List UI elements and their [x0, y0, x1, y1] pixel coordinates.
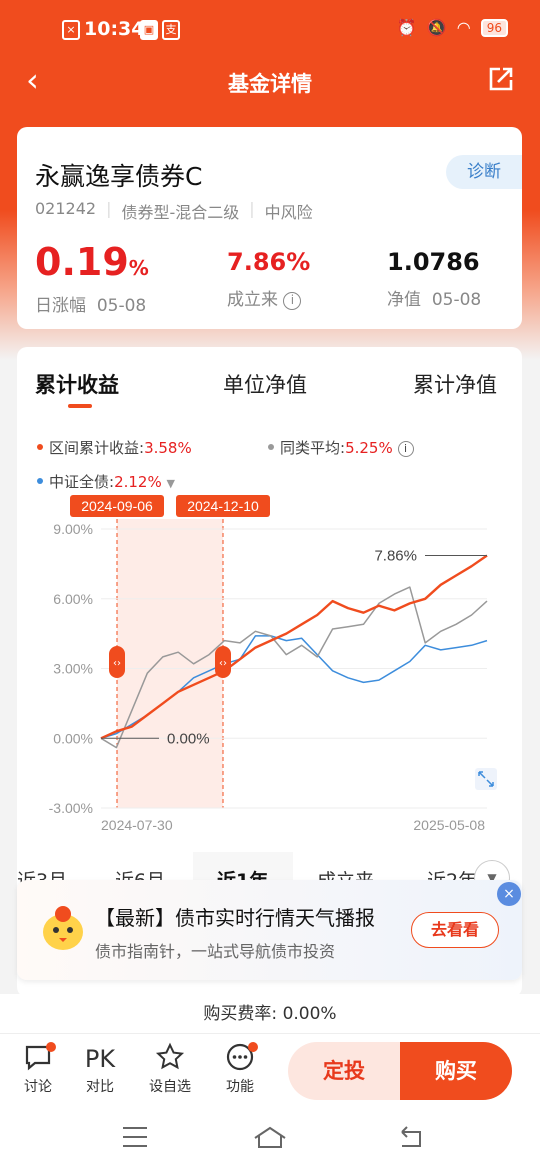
discuss-label: 讨论 [24, 1079, 52, 1095]
star-icon [155, 1042, 185, 1070]
range-tag [70, 495, 164, 517]
range-tag [176, 495, 270, 517]
x-tick-label: 2025-05-08 [413, 817, 485, 832]
legend-peer-label: 同类平均: [280, 439, 346, 457]
info-icon[interactable]: i [397, 441, 414, 457]
nav-date: 05-08 [431, 290, 482, 310]
fund-code: 021242 [35, 199, 97, 218]
status-bar: × 10:34 ▣ 支 ⏰ 🔕 ◠ 96 [0, 0, 540, 60]
since-inception-stat[interactable]: 7.86% 成立来 i [227, 241, 310, 310]
page-title: 基金详情 [228, 72, 312, 96]
nav-bar: ‹ 基金详情 [0, 60, 540, 104]
fund-risk: 中风险 [264, 203, 313, 222]
info-icon[interactable]: i [283, 292, 302, 310]
y-tick-label: 3.00% [53, 661, 93, 677]
promo-banner[interactable]: 【最新】债市实时行情天气播报 债市指南针，一站式导航债市投资 去看看 × [17, 880, 522, 980]
mute-icon: 🔕 [426, 18, 447, 37]
series-line [100, 586, 488, 749]
more-icon [226, 1043, 254, 1071]
since-inception-label: 成立来 [227, 290, 278, 310]
buy-button[interactable]: 购买 [400, 1042, 512, 1100]
since-inception-value: 7.86% [227, 248, 311, 276]
y-tick-label: 0.00% [53, 730, 93, 746]
promo-subtitle: 债市指南针，一站式导航债市投资 [95, 942, 336, 961]
legend-interval: 区间累计收益:3.58% [37, 437, 192, 458]
range-tag-label: 2024-12-10 [187, 498, 259, 514]
daily-change-unit: % [128, 256, 149, 280]
series-line [100, 554, 488, 740]
notification-icon: × [62, 20, 80, 40]
fund-meta: 021242 | 债券型-混合二级 | 中风险 [35, 199, 313, 222]
add-watchlist-label: 设自选 [149, 1079, 191, 1095]
promo-title: 【最新】债市实时行情天气播报 [95, 906, 375, 930]
purchase-fee: 购买费率: 0.00% [0, 994, 540, 1034]
daily-change-value: 0.19 [35, 240, 129, 284]
compare-button[interactable]: PK 对比 [76, 1042, 124, 1096]
x-tick-label: 2024-07-30 [101, 817, 173, 832]
menu-icon[interactable] [120, 1124, 150, 1154]
legend-index-label: 中证全债: [49, 473, 115, 491]
pk-icon: PK [84, 1045, 116, 1073]
range-tag-label: 2024-09-06 [81, 498, 153, 514]
mascot-icon [43, 906, 83, 950]
range-handle-glyph: ‹› [113, 658, 121, 669]
app-notification-icon-2: 支 [162, 20, 180, 40]
tab-cumulative-nav[interactable]: 累计净值 [413, 373, 497, 397]
range-handle[interactable] [109, 646, 125, 678]
functions-label: 功能 [226, 1079, 254, 1095]
system-nav-bar [0, 1110, 540, 1170]
back-icon[interactable]: ‹ [26, 61, 39, 99]
nav-value: 1.0786 [387, 248, 480, 276]
home-icon[interactable] [252, 1124, 288, 1154]
legend-interval-label: 区间累计收益: [49, 439, 145, 457]
fee-value: 0.00% [282, 1004, 337, 1024]
tab-indicator [68, 404, 92, 408]
alarm-icon: ⏰ [396, 18, 417, 37]
legend-interval-value: 3.58% [144, 439, 192, 457]
regular-invest-button[interactable]: 定投 [288, 1042, 400, 1100]
app-notification-icon: ▣ [140, 20, 158, 40]
battery-icon: 96 [480, 18, 508, 37]
fund-summary-card: 永赢逸享债券C 诊断 021242 | 债券型-混合二级 | 中风险 0.19%… [17, 127, 522, 329]
add-watchlist-button[interactable]: 设自选 [146, 1042, 194, 1096]
legend-peer: 同类平均:5.25% i [268, 437, 414, 458]
expand-icon-glyph [478, 771, 494, 787]
caret-down-icon: ▼ [166, 477, 175, 490]
y-tick-label: 9.00% [53, 521, 93, 537]
min-annotation-label: 0.00% [167, 730, 210, 747]
compare-label: 对比 [86, 1079, 114, 1095]
range-handle[interactable] [215, 646, 231, 678]
fund-name: 永赢逸享债券C [35, 162, 203, 191]
wifi-icon: ◠ [456, 18, 471, 37]
y-tick-label: 6.00% [53, 591, 93, 607]
tab-cumulative-return[interactable]: 累计收益 [35, 373, 119, 397]
nav-label: 净值 [387, 290, 421, 310]
diagnose-button[interactable]: 诊断 [446, 155, 522, 189]
max-annotation-label: 7.86% [374, 548, 417, 565]
legend-index-value: 2.12% [114, 473, 162, 491]
share-icon[interactable] [488, 66, 514, 92]
range-handle-glyph: ‹› [219, 658, 227, 669]
functions-button[interactable]: 功能 [216, 1042, 264, 1096]
nav-stat: 1.0786 净值 05-08 [387, 241, 481, 310]
tab-unit-nav[interactable]: 单位净值 [223, 373, 307, 397]
promo-cta-button[interactable]: 去看看 [411, 912, 499, 948]
fund-type: 债券型-混合二级 [121, 203, 240, 222]
discuss-button[interactable]: 讨论 [14, 1042, 62, 1096]
daily-change-label: 日涨幅 [35, 296, 86, 316]
legend-index[interactable]: 中证全债:2.12% ▼ [37, 471, 175, 492]
daily-change-date: 05-08 [96, 296, 147, 316]
selected-range-area [117, 519, 223, 808]
fee-label: 购买费率: [203, 1004, 278, 1024]
back-nav-icon[interactable] [396, 1124, 426, 1154]
bottom-action-bar: 讨论 PK 对比 设自选 功能 定投 购买 [0, 1034, 540, 1110]
legend-peer-value: 5.25% [345, 439, 393, 457]
y-tick-label: -3.00% [49, 800, 93, 816]
chart-tabs: 累计收益 单位净值 累计净值 [17, 369, 522, 409]
daily-change-stat: 0.19% 日涨幅 05-08 [35, 241, 149, 316]
performance-chart[interactable]: 9.00% 6.00% 3.00% 0.00% -3.00% 2024-07-30 2025… [17, 492, 522, 832]
close-icon[interactable]: × [497, 882, 521, 906]
expand-icon[interactable] [475, 768, 497, 790]
status-time: 10:34 [84, 18, 145, 40]
